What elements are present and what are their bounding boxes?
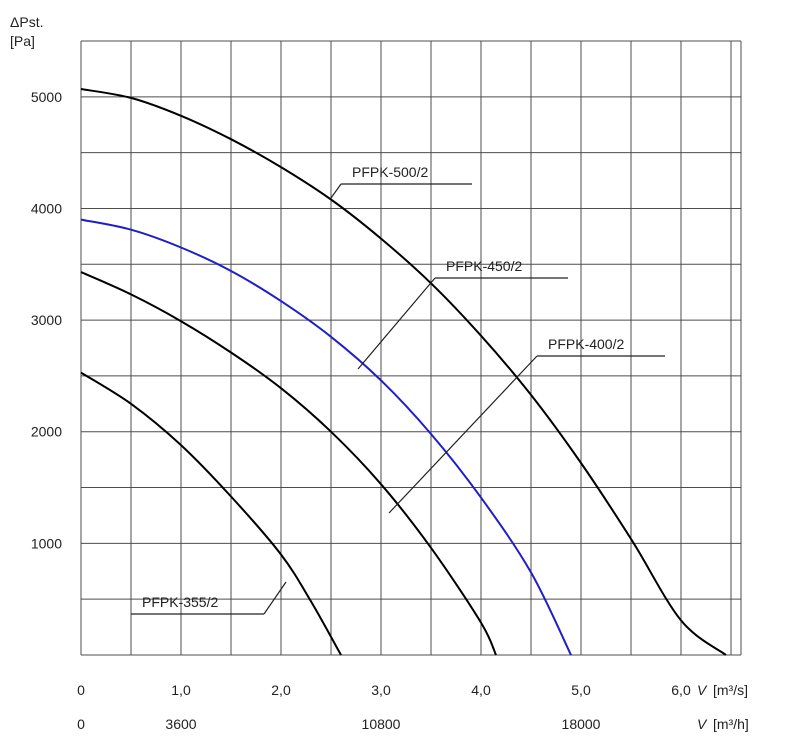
series-label-pfpk-400-2: PFPK-400/2 xyxy=(548,336,624,352)
x-tick-label: 3,0 xyxy=(371,682,391,698)
leader-line-pfpk-400-2 xyxy=(388,355,538,514)
leader-line-pfpk-500-2 xyxy=(330,183,342,199)
x-tick-label: 2,0 xyxy=(271,682,291,698)
curve-pfpk-500-2 xyxy=(80,88,727,656)
curve-pfpk-450-2 xyxy=(80,218,572,656)
grid xyxy=(80,40,742,656)
x2-tick-label: 18000 xyxy=(562,716,601,732)
y-tick-label: 4000 xyxy=(31,200,62,216)
leader-line-pfpk-450-2 xyxy=(357,277,436,370)
curve-pfpk-400-2 xyxy=(80,271,497,656)
series-label-pfpk-450-2: PFPK-450/2 xyxy=(446,258,522,274)
x2-tick-label: 3600 xyxy=(165,716,196,732)
x-tick-label: 5,0 xyxy=(571,682,591,698)
x2-axis-symbol: V xyxy=(697,716,708,732)
tick-labels: 0 1,0 2,0 3,0 4,0 5,0 6,0 0 3600 10800 18000 1000 20… xyxy=(31,89,691,732)
y-tick-label: 5000 xyxy=(31,89,62,105)
curve-pfpk-355-2 xyxy=(80,371,342,656)
y-tick-label: 1000 xyxy=(31,535,62,551)
x2-tick-label: 10800 xyxy=(362,716,401,732)
x-tick-label: 6,0 xyxy=(671,682,691,698)
x-tick-label: 4,0 xyxy=(471,682,491,698)
y-axis-symbol: ΔPst. xyxy=(10,14,43,30)
curves xyxy=(80,88,727,656)
y-axis-unit: [Pa] xyxy=(10,33,35,49)
x-tick-label: 1,0 xyxy=(171,682,191,698)
leaders: PFPK-500/2 PFPK-450/2 PFPK-400/2 PFPK-355/2 xyxy=(131,164,665,615)
leader-line-pfpk-355-2 xyxy=(263,581,287,615)
series-label-pfpk-355-2: PFPK-355/2 xyxy=(142,594,218,610)
y-tick-label: 2000 xyxy=(31,424,62,440)
y-tick-label: 3000 xyxy=(31,312,62,328)
x2-tick-label: 0 xyxy=(77,716,85,732)
series-label-pfpk-500-2: PFPK-500/2 xyxy=(352,164,428,180)
x-tick-label: 0 xyxy=(77,682,85,698)
x2-axis-unit: [m³/h] xyxy=(713,716,749,732)
x-axis-unit: [m³/s] xyxy=(713,682,748,698)
x-axis-symbol: V xyxy=(697,682,708,698)
